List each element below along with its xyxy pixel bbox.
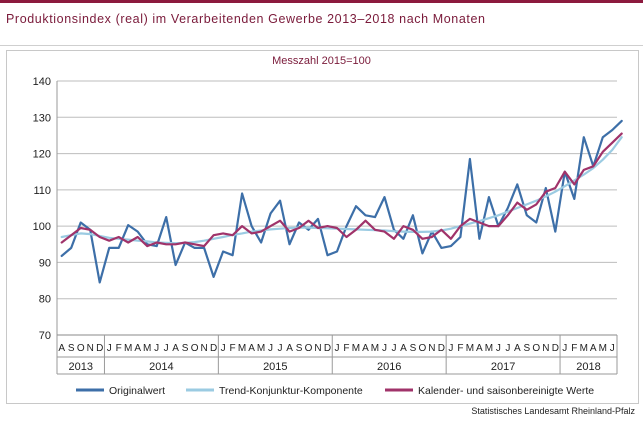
x-month-label: S [296, 343, 303, 354]
x-year-label: 2015 [263, 361, 287, 373]
x-month-label: J [335, 343, 340, 354]
x-month-label: O [305, 343, 313, 354]
x-month-label: F [571, 343, 577, 354]
x-month-label: N [428, 343, 435, 354]
x-month-label: A [134, 343, 141, 354]
y-tick-label: 140 [33, 76, 51, 88]
series-line-1 [60, 119, 623, 284]
x-month-label: J [391, 343, 396, 354]
x-month-label: F [457, 343, 463, 354]
x-month-label: A [514, 343, 521, 354]
x-month-label: M [124, 343, 132, 354]
x-month-label: A [58, 343, 65, 354]
x-month-label: J [154, 343, 159, 354]
x-month-label: A [476, 343, 483, 354]
x-month-label: J [164, 343, 169, 354]
x-month-label: A [400, 343, 407, 354]
x-month-label: O [532, 343, 540, 354]
source-note: Statistisches Landesamt Rheinland-Pfalz [471, 406, 635, 416]
x-month-label: S [523, 343, 530, 354]
y-tick-label: 120 [33, 149, 51, 161]
x-month-label: S [68, 343, 75, 354]
y-tick-label: 90 [39, 257, 51, 269]
legend-label: Trend-Konjunktur-Komponente [219, 385, 363, 397]
x-month-label: F [116, 343, 122, 354]
x-month-label: J [278, 343, 283, 354]
x-month-label: M [580, 343, 588, 354]
x-month-label: A [248, 343, 255, 354]
x-month-label: N [314, 343, 321, 354]
x-month-label: J [505, 343, 510, 354]
x-year-label: 2013 [68, 361, 92, 373]
series-line-3 [60, 132, 623, 248]
x-month-label: S [410, 343, 417, 354]
legend-label: Kalender- und saisonbereinigte Werte [418, 385, 594, 397]
legend-label: Originalwert [109, 385, 165, 397]
y-tick-label: 70 [39, 330, 51, 342]
x-month-label: N [201, 343, 208, 354]
title-divider [0, 45, 643, 46]
y-tick-label: 130 [33, 112, 51, 124]
x-month-label: J [382, 343, 387, 354]
x-month-label: S [182, 343, 189, 354]
x-month-label: A [362, 343, 369, 354]
x-month-label: M [485, 343, 493, 354]
y-tick-label: 110 [33, 185, 51, 197]
x-year-label: 2018 [576, 361, 600, 373]
x-month-label: M [143, 343, 151, 354]
x-month-label: M [371, 343, 379, 354]
y-tick-label: 80 [39, 294, 51, 306]
y-tick-label: 100 [33, 221, 51, 233]
chart-subtitle: Messzahl 2015=100 [272, 55, 371, 67]
x-month-label: J [268, 343, 273, 354]
x-month-label: A [172, 343, 179, 354]
x-month-label: A [286, 343, 293, 354]
x-year-label: 2016 [377, 361, 401, 373]
x-month-label: O [191, 343, 199, 354]
x-month-label: A [590, 343, 597, 354]
top-accent-rule [0, 0, 643, 3]
x-month-label: M [257, 343, 265, 354]
x-month-label: D [210, 343, 217, 354]
x-month-label: M [466, 343, 474, 354]
chart-title: Produktionsindex (real) im Verarbeitende… [6, 12, 486, 26]
x-month-label: J [448, 343, 453, 354]
x-month-label: J [107, 343, 112, 354]
x-month-label: J [562, 343, 567, 354]
x-month-label: D [552, 343, 559, 354]
x-month-label: M [352, 343, 360, 354]
x-month-label: D [438, 343, 445, 354]
x-month-label: D [324, 343, 331, 354]
x-month-label: J [221, 343, 226, 354]
x-month-label: O [419, 343, 427, 354]
x-year-label: 2017 [491, 361, 515, 373]
x-year-label: 2014 [149, 361, 173, 373]
x-month-label: J [496, 343, 501, 354]
x-month-label: O [77, 343, 85, 354]
x-month-label: N [87, 343, 94, 354]
x-month-label: F [230, 343, 236, 354]
x-month-label: M [599, 343, 607, 354]
x-month-label: F [343, 343, 349, 354]
x-month-label: M [238, 343, 246, 354]
x-month-label: D [96, 343, 103, 354]
chart-panel [6, 50, 639, 404]
x-month-label: J [610, 343, 615, 354]
x-month-label: N [542, 343, 549, 354]
